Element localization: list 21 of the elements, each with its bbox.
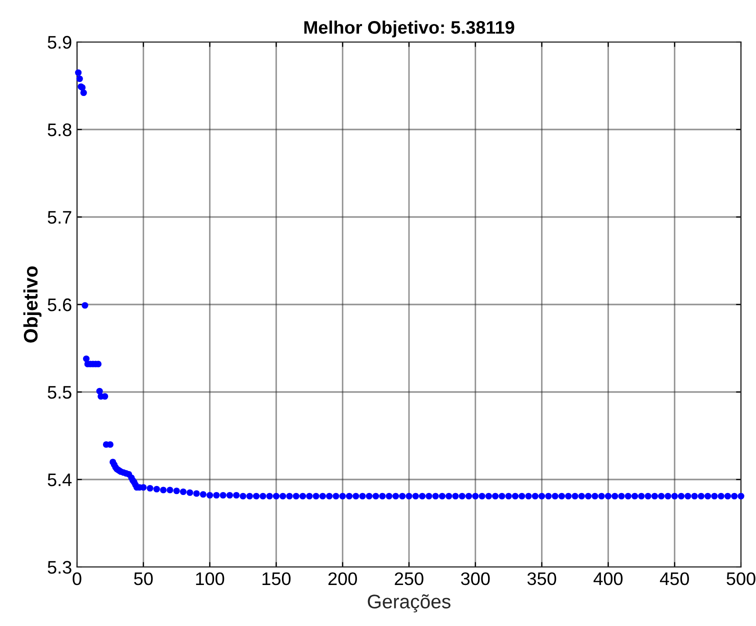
y-tick-label: 5.3 xyxy=(48,560,72,574)
x-tick-label: 200 xyxy=(328,572,357,586)
y-tick-label: 5.5 xyxy=(48,386,72,399)
y-tick-label: 5.9 xyxy=(48,36,72,49)
x-tick-label: 350 xyxy=(527,572,556,586)
x-tick-label: 100 xyxy=(196,572,224,586)
y-axis-title: Objetivo xyxy=(23,266,42,343)
x-tick-label: 250 xyxy=(394,572,424,586)
y-tick-label: 5.8 xyxy=(48,123,72,136)
x-tick-label: 0 xyxy=(72,572,82,586)
x-tick-label: 150 xyxy=(262,572,291,586)
x-tick-label: 400 xyxy=(594,572,623,586)
chart-title: Melhor Objetivo: 5.38119 xyxy=(304,20,514,38)
x-tick-label: 450 xyxy=(660,572,689,586)
y-tick-label: 5.4 xyxy=(48,474,72,486)
y-tick-label: 5.6 xyxy=(48,298,72,312)
x-tick-label: 50 xyxy=(134,572,153,586)
x-tick-label: 500 xyxy=(726,572,756,586)
y-tick-label: 5.7 xyxy=(48,211,72,224)
x-tick-label: 300 xyxy=(461,572,490,586)
x-axis-title: Gerações xyxy=(368,594,450,612)
